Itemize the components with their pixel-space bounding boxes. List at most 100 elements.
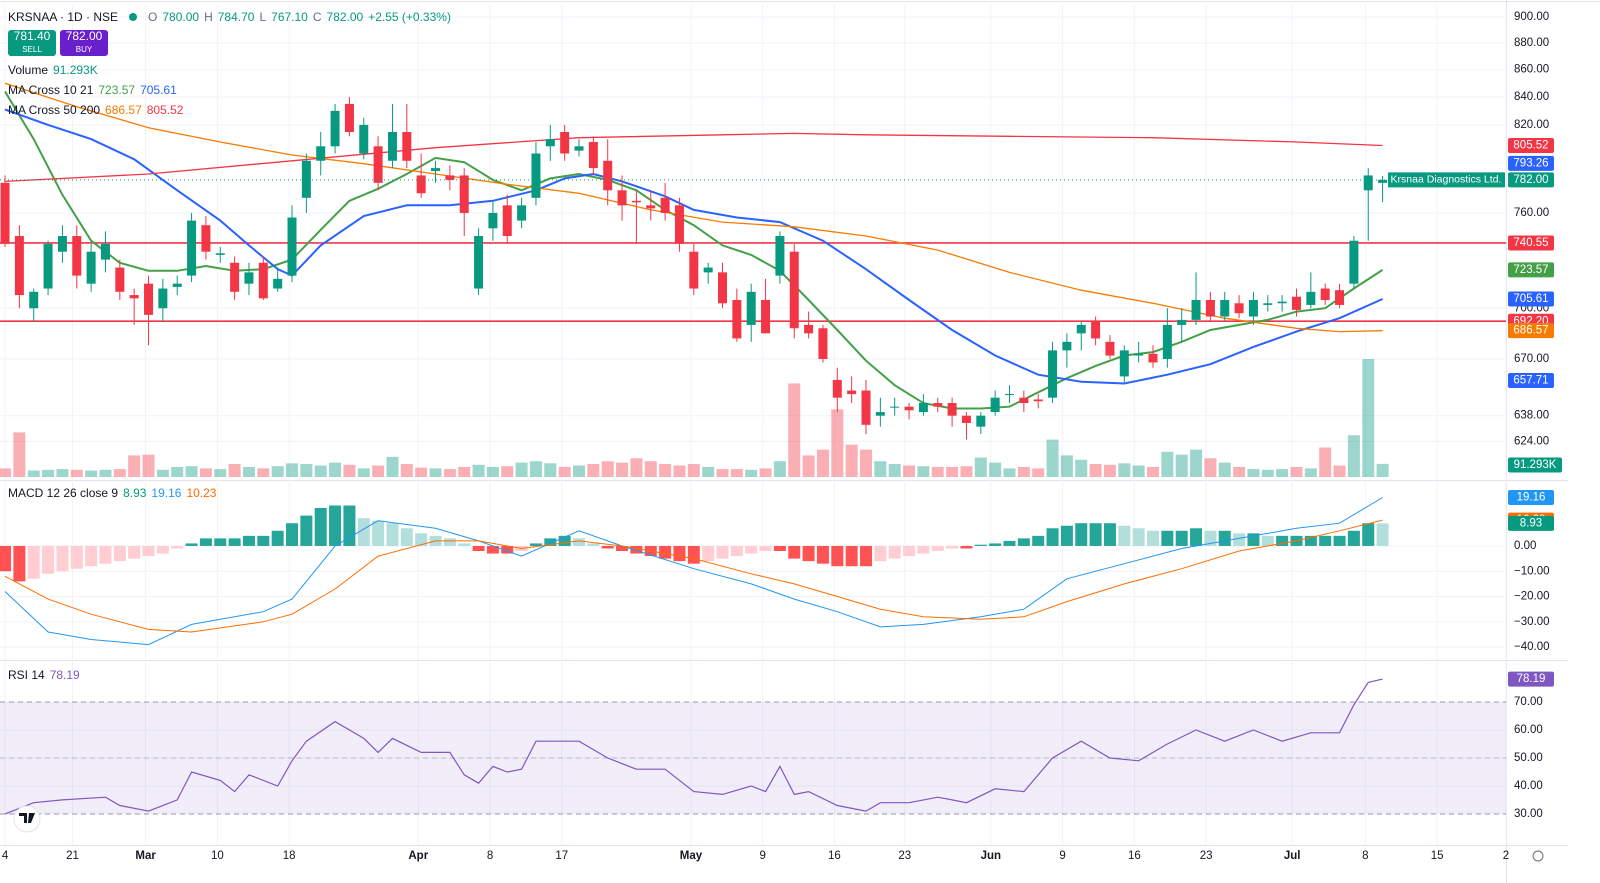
y-tick-label: 638.00 [1514, 410, 1549, 422]
volume-bar [501, 466, 514, 477]
legend-name[interactable]: Volume [8, 63, 49, 77]
candle-body [990, 397, 1000, 413]
volume-bar [802, 455, 815, 477]
histogram-bar [1362, 523, 1375, 546]
x-tick-label: Mar [135, 850, 156, 862]
volume-bar [644, 461, 657, 477]
legend-name[interactable]: RSI 14 [8, 668, 45, 682]
candle-body [617, 190, 627, 206]
x-tick-label: 16 [1128, 850, 1141, 862]
histogram-bar [989, 543, 1002, 546]
x-tick-label: 15 [1431, 850, 1444, 862]
buy-button[interactable]: 782.00 BUY [60, 30, 108, 56]
histogram-bar [1046, 528, 1059, 546]
volume-bar [1233, 466, 1246, 477]
candle-body [761, 299, 771, 334]
histogram-bar [1146, 530, 1159, 546]
volume-bar [831, 409, 844, 477]
histogram-bar [888, 545, 901, 559]
histogram-bar [1333, 535, 1346, 546]
histogram-bar [587, 543, 600, 546]
volume-bar [1132, 465, 1145, 477]
legend-value: 8.93 [123, 486, 147, 500]
x-tick-label: Jun [981, 850, 1001, 862]
symbol[interactable]: KRSNAA · 1D · NSE [8, 10, 119, 24]
histogram-bar [242, 535, 255, 546]
ohlc-value: 782.00 [326, 10, 364, 24]
candle-body [287, 217, 297, 276]
histogram-bar [1060, 525, 1073, 546]
histogram-bar [601, 545, 614, 549]
y-tick-label: 50.00 [1514, 752, 1543, 764]
histogram-bar [271, 530, 284, 546]
legend-value: 78.19 [49, 668, 80, 682]
volume-bar [128, 455, 141, 477]
candle-body [775, 236, 785, 276]
candle-body [531, 153, 541, 198]
candle-body [316, 146, 326, 161]
candle-body [1335, 290, 1345, 305]
histogram-bar [946, 545, 959, 549]
volume-bar [1046, 439, 1059, 477]
histogram-bar [1175, 530, 1188, 546]
volume-bar [415, 467, 428, 477]
y-tick-label: 624.00 [1514, 435, 1549, 447]
volume-bar [845, 444, 858, 477]
volume-bar [687, 464, 700, 477]
y-tick-label: 40.00 [1514, 780, 1543, 792]
candle-body [1320, 288, 1330, 300]
volume-bar [85, 470, 98, 477]
volume-bar [587, 464, 600, 477]
candle-body [144, 283, 154, 315]
volume-bar [271, 466, 284, 477]
histogram-bar [529, 543, 542, 546]
volume-bar [42, 469, 55, 477]
ma-legend: MA Cross 50 200 686.57 805.52 [8, 103, 183, 117]
candle-body [832, 379, 842, 398]
legend-value: 19.16 [151, 486, 182, 500]
legend-name[interactable]: MA Cross 50 200 [8, 103, 101, 117]
candle-body [603, 160, 613, 191]
histogram-bar [27, 545, 40, 579]
candle-body [1248, 299, 1258, 317]
rsi-legend: RSI 14 78.19 [8, 668, 80, 682]
axis-value-label: 8.93 [1520, 517, 1542, 529]
volume-bar [874, 461, 887, 477]
volume-bar [1290, 466, 1303, 477]
volume-bar [228, 464, 241, 477]
moving-average [4, 108, 1384, 385]
histogram-bar [171, 545, 184, 549]
volume-bar [773, 461, 786, 477]
histogram-bar [730, 545, 743, 557]
volume-bar [1118, 463, 1131, 477]
volume-bar [1376, 463, 1389, 477]
volume-bar [472, 464, 485, 477]
sell-button[interactable]: 781.40 SELL [8, 30, 56, 56]
histogram-bar [1103, 523, 1116, 546]
legend-name[interactable]: MA Cross 10 21 [8, 83, 94, 97]
histogram-bar [386, 523, 399, 546]
sell-price: 781.40 [13, 29, 51, 43]
histogram-bar [128, 545, 141, 559]
axis-value-label: 723.57 [1513, 264, 1548, 276]
x-tick-label: 2 [1503, 850, 1509, 862]
legend-name[interactable]: MACD 12 26 close 9 [8, 486, 119, 500]
legend-value: 805.52 [146, 103, 184, 117]
histogram-bar [314, 508, 327, 546]
candle-body [660, 197, 670, 213]
y-tick-label: 70.00 [1514, 696, 1543, 708]
legend-value: 686.57 [105, 103, 142, 117]
axis-value-box [1508, 490, 1554, 506]
candle-body [804, 324, 814, 334]
candle-body [187, 220, 197, 276]
volume-bar [1161, 451, 1174, 477]
volume-legend: Volume 91.293K [8, 63, 98, 77]
candle-body [746, 291, 756, 325]
candle-body [1234, 303, 1244, 314]
candle-body [732, 299, 742, 339]
volume-bar [429, 468, 442, 477]
axis-value-label: 705.61 [1513, 293, 1548, 305]
volume-bar [171, 466, 184, 477]
candle-body [904, 406, 914, 411]
volume-bar [716, 469, 729, 477]
